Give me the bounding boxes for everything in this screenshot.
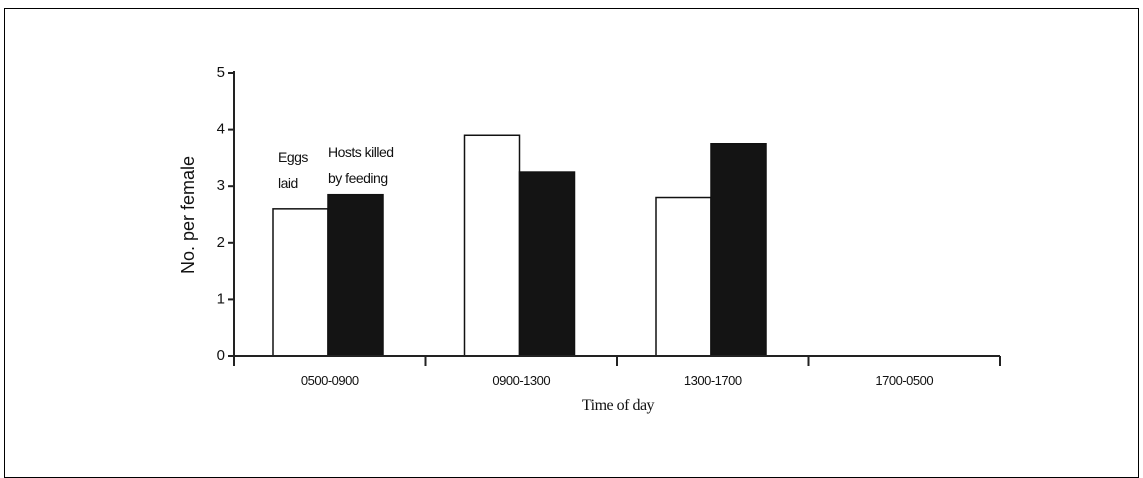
bars-layer [272, 134, 767, 357]
annotations-layer: Eggs laid Hosts killed by feeding [278, 144, 394, 191]
x-axis-title: Time of day [582, 397, 655, 414]
annotation-hosts-killed-line-2: by feeding [328, 170, 388, 186]
ticks-layer: 0 1 2 3 4 5 0500-0900 0900-1300 1300-1700 1700-05… [217, 64, 1001, 388]
y-axis-title: No. per female [178, 156, 198, 274]
x-tick-label-0500-0900: 0500-0900 [301, 373, 359, 388]
bar-hosts-killed-1300-1700 [710, 143, 767, 357]
x-tick-label-1700-0500: 1700-0500 [875, 373, 933, 388]
x-tick-label-1300-1700: 1300-1700 [684, 373, 742, 388]
annotation-hosts-killed-line-1: Hosts killed [328, 144, 394, 160]
bar-eggs-laid-0900-1300 [463, 134, 521, 357]
y-tick-label-5: 5 [217, 64, 225, 81]
bar-eggs-laid-0500-0900 [272, 208, 329, 357]
bar-hosts-killed-0500-0900 [327, 193, 384, 357]
bar-chart: No. per female Time of day 0 1 2 3 4 5 0500-09… [178, 64, 1001, 414]
bar-eggs-laid-1300-1700 [655, 196, 712, 357]
y-tick-label-1: 1 [217, 290, 225, 307]
bar-hosts-killed-0900-1300 [518, 171, 576, 357]
y-tick-label-3: 3 [217, 177, 225, 194]
annotation-eggs-laid-line-2: laid [278, 175, 298, 191]
annotation-eggs-laid-line-1: Eggs [278, 149, 308, 165]
y-tick-label-0: 0 [217, 347, 225, 364]
y-tick-label-2: 2 [217, 234, 225, 251]
x-tick-label-0900-1300: 0900-1300 [492, 373, 550, 388]
y-tick-label-4: 4 [217, 121, 225, 138]
